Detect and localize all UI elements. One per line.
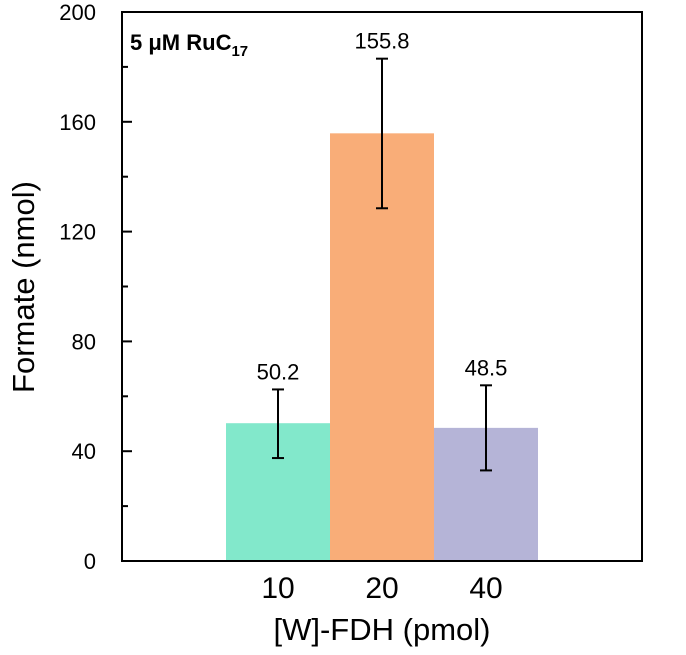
x-tick-label-40: 40 xyxy=(469,572,502,605)
y-tick-label-200: 200 xyxy=(59,0,96,25)
data-label-20: 155.8 xyxy=(354,29,409,54)
error-bar-10 xyxy=(272,388,284,460)
data-labels-layer: 50.2 155.8 48.5 xyxy=(257,29,508,385)
y-tick-label-120: 120 xyxy=(59,220,96,245)
x-axis-title: [W]-FDH (pmol) xyxy=(274,612,491,647)
annotation-label: 5 μM RuC17 xyxy=(130,30,248,60)
annotation-main: 5 μM RuC xyxy=(130,30,232,55)
data-label-40: 48.5 xyxy=(465,355,508,380)
error-bars-layer xyxy=(272,57,492,472)
y-tick-label-160: 160 xyxy=(59,110,96,135)
x-tick-label-20: 20 xyxy=(365,572,398,605)
data-label-10: 50.2 xyxy=(257,359,300,384)
y-tick-label-0: 0 xyxy=(84,549,96,574)
error-bar-40 xyxy=(480,384,492,472)
y-tick-label-40: 40 xyxy=(72,439,96,464)
x-axis: 10 20 40 xyxy=(261,572,502,605)
x-tick-label-10: 10 xyxy=(261,572,294,605)
y-axis: 0 40 80 120 160 200 xyxy=(59,0,132,574)
error-bar-20 xyxy=(376,57,388,210)
y-axis-title: Formate (nmol) xyxy=(6,181,41,393)
y-tick-label-80: 80 xyxy=(72,329,96,354)
annotation-subscript: 17 xyxy=(231,43,248,60)
